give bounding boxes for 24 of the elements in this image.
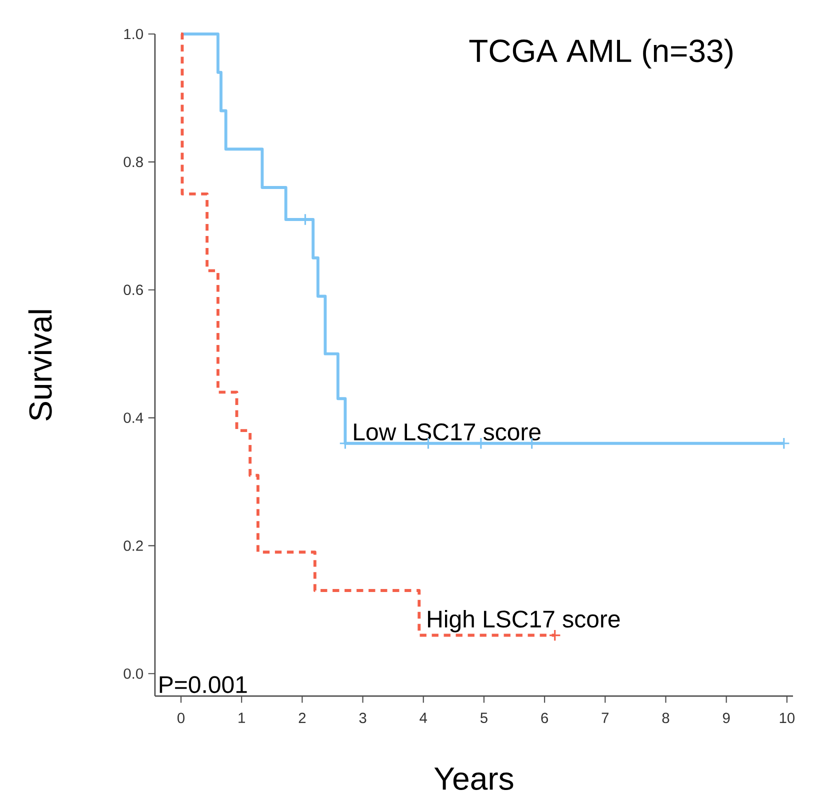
series-label: Low LSC17 score (354, 423, 540, 440)
y-tick-label: 0.8 (124, 156, 143, 168)
x-tick-label: 9 (722, 712, 730, 724)
x-axis-title: Years (434, 768, 514, 790)
x-tick-label: 6 (541, 712, 548, 724)
x-tick-label: 0 (177, 712, 184, 724)
x-tick-label: 10 (780, 712, 795, 724)
y-tick-label: 0.4 (124, 412, 144, 423)
y-axis-title: Survival (28, 310, 52, 420)
x-tick-label: 8 (662, 712, 670, 724)
x-tick-label: 1 (238, 712, 245, 723)
x-tick-label: 7 (602, 712, 609, 723)
y-tick-label: 0.0 (124, 668, 143, 679)
chart-title: TCGA AML (n=33) (469, 38, 733, 69)
point (548, 629, 561, 642)
annotation: P=0.001 (160, 676, 247, 694)
y-tick-label: 0.2 (124, 540, 143, 551)
x-tick-label: 2 (298, 712, 306, 723)
x-tick-label: 4 (420, 712, 428, 723)
y-tick-label: 0.6 (124, 284, 143, 296)
x-tick-label: 3 (359, 712, 366, 724)
y-tick-label: 1.0 (124, 28, 143, 40)
x-tick-label: 5 (480, 712, 488, 723)
series-label: High LSC17 score (428, 610, 620, 632)
